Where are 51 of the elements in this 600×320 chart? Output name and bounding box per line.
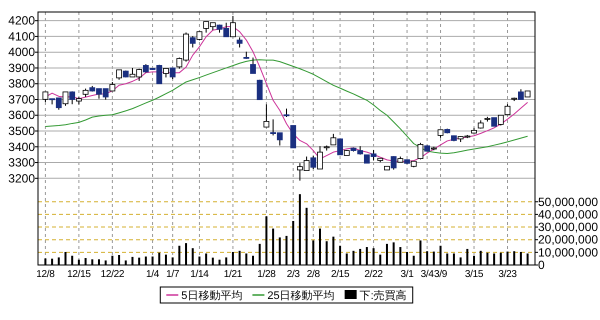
- x-tick-label: 1/14: [190, 269, 210, 280]
- candlestick: [256, 79, 263, 100]
- y-tick-label: 3400: [8, 140, 36, 154]
- y-tick-label: 3300: [8, 156, 36, 170]
- x-tick-label: 12/15: [67, 269, 92, 280]
- candlestick: [62, 91, 68, 106]
- candlestick: [42, 91, 48, 103]
- x-tick-label: 3/23: [498, 269, 518, 280]
- candlestick: [116, 69, 122, 80]
- x-tick-label: 1/7: [166, 269, 180, 280]
- candlestick: [498, 114, 504, 126]
- candlestick: [236, 36, 243, 48]
- x-tick-label: 3/15: [464, 269, 484, 280]
- candlestick: [418, 142, 424, 160]
- candlestick: [250, 57, 256, 74]
- y-tick-label: 4000: [8, 45, 36, 60]
- y-tick-label: 3500: [8, 124, 36, 138]
- x-tick-label: 1/4: [146, 269, 160, 280]
- y2-tick-label: 50,000,000: [538, 194, 598, 209]
- x-tick-label: 2/8: [306, 269, 321, 280]
- legend-label: 下:売買高: [360, 289, 407, 302]
- x-tick-label: 1/28: [257, 269, 276, 280]
- x-tick-label: 3/9: [434, 269, 448, 280]
- y-tick-label: 4100: [8, 29, 36, 44]
- y2-tick-label: 30,000,000: [538, 220, 598, 234]
- candlestick: [330, 133, 336, 146]
- legend-label: 5日移動平均: [181, 290, 242, 302]
- y-tick-label: 3700: [8, 92, 36, 106]
- x-tick-label: 3/1: [400, 269, 414, 280]
- y-tick-label: 3200: [8, 171, 36, 186]
- x-tick-label: 2/3: [286, 269, 300, 280]
- x-tick-label: 2/15: [330, 269, 350, 280]
- x-tick-label: 3/4: [420, 269, 434, 280]
- y-tick-label: 3600: [8, 108, 36, 122]
- x-tick-label: 12/22: [100, 269, 125, 280]
- x-tick-label: 12/8: [36, 269, 56, 280]
- candlestick: [317, 146, 323, 170]
- candlestick: [337, 138, 343, 156]
- legend-label: 25日移動平均: [267, 290, 335, 302]
- x-tick-label: 1/21: [224, 269, 243, 280]
- y-tick-label: 4200: [8, 14, 36, 28]
- candlestick: [290, 125, 296, 148]
- y2-tick-label: 40,000,000: [538, 207, 598, 222]
- y2-tick-label: 20,000,000: [538, 232, 598, 247]
- candlestick: [230, 15, 236, 38]
- y-tick-label: 3900: [8, 60, 36, 75]
- x-tick-label: 2/22: [364, 269, 384, 280]
- y2-tick-label: 0: [538, 258, 545, 272]
- y2-tick-label: 10,000,000: [538, 245, 598, 260]
- y-tick-label: 3800: [8, 76, 36, 91]
- candlestick: [264, 104, 270, 128]
